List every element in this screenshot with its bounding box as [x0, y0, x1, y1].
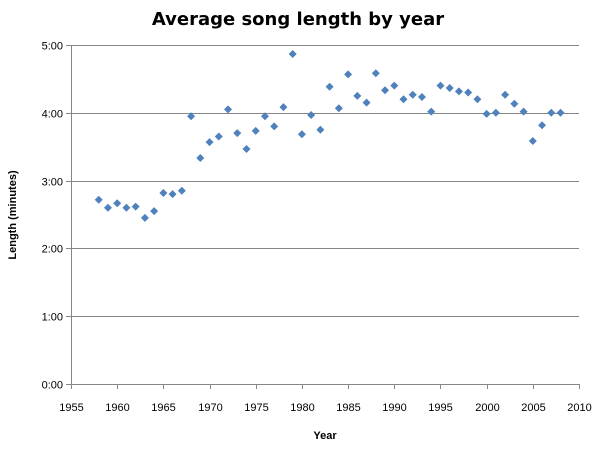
data-point: [464, 88, 473, 97]
data-point: [214, 132, 223, 141]
data-point: [482, 109, 491, 118]
y-tick-label: 0:00: [42, 380, 63, 392]
data-point: [94, 195, 103, 204]
x-tick-label: 1960: [105, 402, 129, 414]
x-axis-title: Year: [313, 430, 337, 442]
data-point: [279, 103, 288, 112]
data-point: [187, 112, 196, 121]
data-point: [260, 112, 269, 121]
data-point: [150, 207, 159, 216]
data-point: [353, 91, 362, 100]
data-point: [131, 202, 140, 211]
y-tick-label: 5:00: [42, 41, 63, 53]
data-point: [297, 130, 306, 139]
data-point: [491, 108, 500, 117]
y-tick-label: 3:00: [42, 177, 63, 189]
x-tick-label: 1995: [428, 402, 452, 414]
data-point: [103, 203, 112, 212]
data-point: [334, 104, 343, 113]
data-points: [94, 50, 565, 222]
data-point: [122, 203, 131, 212]
gridlines: [71, 45, 579, 317]
data-point: [168, 190, 177, 199]
y-tick-labels: 0:00 1:00 2:00 3:00 4:00 5:00: [42, 41, 63, 392]
data-point: [270, 122, 279, 131]
x-tick-label: 1980: [290, 402, 314, 414]
data-point: [538, 121, 547, 130]
data-point: [519, 107, 528, 116]
y-tick-label: 2:00: [42, 244, 63, 256]
data-point: [242, 144, 251, 153]
data-point: [251, 126, 260, 135]
data-point: [510, 99, 519, 108]
data-point: [371, 69, 380, 78]
data-point: [556, 108, 565, 117]
data-point: [427, 107, 436, 116]
data-point: [113, 199, 122, 208]
y-tick-label: 1:00: [42, 312, 63, 324]
data-point: [417, 92, 426, 101]
data-point: [325, 82, 334, 91]
data-point: [473, 95, 482, 104]
x-tick-label: 1970: [198, 402, 222, 414]
axes: [66, 45, 580, 389]
x-tick-label: 1975: [244, 402, 268, 414]
x-tick-label: 1955: [59, 402, 83, 414]
data-point: [233, 129, 242, 138]
data-point: [307, 111, 316, 120]
data-point: [501, 90, 510, 99]
data-point: [224, 105, 233, 114]
data-point: [362, 98, 371, 107]
x-tick-label: 2010: [567, 402, 591, 414]
data-point: [316, 125, 325, 134]
data-point: [196, 154, 205, 162]
y-axis-title: Length (minutes): [7, 170, 19, 260]
data-point: [436, 81, 445, 90]
data-point: [528, 137, 537, 146]
x-tick-label: 1990: [382, 402, 406, 414]
data-point: [445, 83, 454, 92]
x-tick-label: 1965: [151, 402, 175, 414]
x-tick-labels: 1955 1960 1965 1970 1975 1980 1985 1990 1995 2000…: [59, 402, 591, 414]
chart-title: Average song length by year: [152, 9, 444, 30]
data-point: [205, 138, 214, 147]
data-point: [547, 108, 556, 117]
data-point: [454, 87, 463, 96]
y-tick-label: 4:00: [42, 109, 63, 121]
data-point: [390, 81, 399, 90]
data-point: [177, 186, 186, 195]
x-tick-label: 2005: [521, 402, 545, 414]
data-point: [399, 95, 408, 104]
data-point: [140, 213, 149, 222]
data-point: [159, 189, 168, 198]
data-point: [288, 50, 297, 59]
x-tick-label: 1985: [336, 402, 360, 414]
data-point: [408, 90, 417, 99]
data-point: [381, 86, 390, 95]
x-tick-label: 2000: [475, 402, 499, 414]
data-point: [344, 70, 353, 79]
